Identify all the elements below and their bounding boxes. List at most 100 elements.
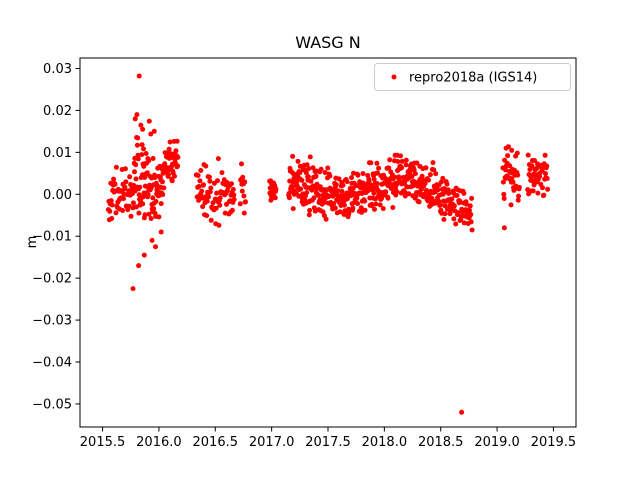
data-point (372, 206, 377, 212)
data-point (461, 220, 467, 226)
data-point (207, 189, 213, 195)
data-point (371, 190, 377, 196)
data-point (395, 159, 401, 164)
data-point (469, 227, 475, 233)
data-point (431, 167, 437, 173)
data-point (134, 142, 140, 148)
legend-box (374, 63, 571, 91)
data-point (215, 178, 220, 184)
data-point (433, 171, 439, 177)
data-point (544, 176, 550, 181)
data-point (141, 146, 146, 152)
data-point (510, 179, 516, 185)
data-point (336, 176, 342, 182)
data-point (229, 181, 234, 187)
x-tick-label: 2017.0 (249, 435, 295, 450)
data-point (341, 212, 347, 217)
data-point (156, 214, 162, 220)
data-point (507, 163, 513, 169)
data-point (239, 161, 244, 167)
data-point (340, 182, 346, 188)
data-point (150, 156, 156, 161)
data-point (543, 171, 548, 177)
data-point (108, 198, 114, 204)
data-point (286, 195, 292, 201)
data-point (134, 112, 140, 118)
data-point (272, 195, 278, 201)
y-axis-label: m (25, 236, 40, 249)
data-point (442, 203, 448, 209)
data-point (441, 217, 447, 222)
data-point (239, 188, 245, 194)
data-point (137, 184, 143, 190)
data-point (113, 164, 119, 170)
data-point (112, 181, 118, 187)
data-point (467, 203, 473, 209)
data-point (217, 195, 223, 201)
data-point (120, 208, 126, 213)
data-point (307, 154, 313, 160)
data-point (308, 178, 314, 184)
x-tick-label: 2018.0 (362, 435, 408, 450)
data-point (242, 179, 248, 185)
data-point (469, 195, 475, 201)
data-point (146, 211, 152, 217)
data-point (304, 162, 310, 168)
data-point (310, 165, 316, 171)
data-point (297, 163, 303, 169)
data-point (195, 173, 201, 178)
data-point (327, 173, 333, 179)
data-point (130, 200, 136, 206)
data-point (406, 191, 412, 197)
data-point (208, 217, 214, 223)
data-point (325, 165, 331, 171)
data-point (133, 176, 139, 182)
data-point (423, 165, 429, 171)
data-point (335, 188, 341, 194)
data-point (241, 193, 247, 199)
data-point (383, 189, 389, 195)
data-point (451, 203, 457, 209)
data-point (396, 177, 402, 183)
data-point (369, 182, 374, 188)
data-point (298, 186, 304, 192)
data-point (503, 145, 509, 151)
data-point (369, 203, 375, 209)
data-point (534, 165, 540, 171)
data-point (442, 211, 448, 217)
data-point (457, 198, 462, 204)
data-point (516, 193, 522, 199)
data-point (355, 201, 361, 207)
data-point (161, 185, 167, 191)
data-point (362, 198, 368, 204)
data-point (132, 169, 137, 175)
data-point (172, 173, 177, 179)
data-point (387, 157, 393, 163)
data-point (217, 202, 223, 208)
data-point (386, 165, 392, 171)
data-point (467, 207, 472, 213)
data-point (299, 177, 305, 183)
data-point (123, 179, 129, 185)
data-point (341, 202, 347, 208)
data-point (516, 184, 522, 190)
data-point (135, 135, 141, 141)
data-point (545, 186, 551, 192)
data-point (130, 286, 136, 292)
data-point (527, 167, 533, 172)
data-point (374, 160, 380, 166)
data-point (240, 174, 246, 180)
data-point (354, 195, 360, 201)
data-point (435, 187, 441, 193)
data-point (419, 173, 425, 179)
data-point (332, 205, 338, 211)
y-tick-label: −0.04 (32, 356, 72, 371)
data-point (542, 152, 548, 158)
data-point (500, 179, 506, 185)
data-point (219, 170, 225, 176)
data-point (143, 151, 149, 156)
data-point (146, 118, 152, 124)
data-point (412, 171, 418, 177)
data-point (149, 237, 155, 243)
data-point (215, 156, 221, 162)
